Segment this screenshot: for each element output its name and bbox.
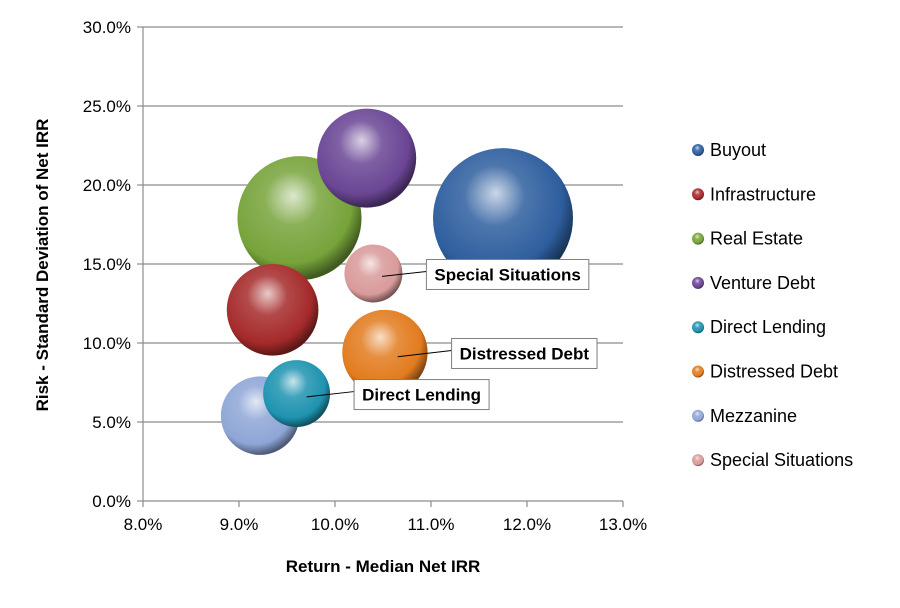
plot-area	[220, 108, 573, 455]
bubble-special-situations	[344, 244, 403, 303]
bubble-infrastructure	[226, 263, 319, 356]
legend-label: Mezzanine	[710, 406, 797, 426]
legend-label: Venture Debt	[710, 273, 815, 293]
x-tick-label: 8.0%	[124, 515, 163, 534]
y-axis-title: Risk - Standard Deviation of Net IRR	[33, 119, 52, 412]
legend-marker	[692, 144, 704, 156]
legend-item-distressed-debt: Distressed Debt	[692, 362, 838, 382]
x-tick-label: 11.0%	[408, 515, 455, 534]
legend-item-venture-debt: Venture Debt	[692, 273, 815, 293]
legend-item-infrastructure: Infrastructure	[692, 184, 816, 204]
legend-label: Real Estate	[710, 229, 803, 249]
legend-item-direct-lending: Direct Lending	[692, 317, 826, 337]
legend-label: Buyout	[710, 140, 766, 160]
callout-direct-lending: Direct Lending	[306, 379, 490, 411]
bubble-direct-lending	[263, 360, 331, 428]
legend-label: Infrastructure	[710, 184, 816, 204]
legend-marker	[692, 321, 704, 334]
legend-marker	[692, 454, 704, 467]
x-tick-label: 12.0%	[503, 515, 551, 534]
y-tick-label: 30.0%	[83, 18, 131, 37]
callout-box	[425, 258, 590, 290]
callout-label: Special Situations	[434, 265, 580, 284]
legend-marker	[692, 276, 704, 289]
legend-marker	[692, 365, 704, 378]
legend-marker	[692, 409, 704, 422]
callout-leader	[397, 349, 452, 358]
y-tick-label: 20.0%	[83, 176, 131, 195]
y-tick-label: 5.0%	[92, 413, 131, 432]
callout-leader	[306, 391, 355, 398]
x-tick-label: 13.0%	[599, 515, 647, 534]
y-tick-label: 25.0%	[83, 97, 131, 116]
axes: 0.0% 5.0% 10.0% 15.0% 20.0% 25.0% 30.0% 8.0% 9.0…	[83, 18, 647, 534]
callout-distressed-debt: Distressed Debt	[397, 337, 598, 369]
callout-box	[353, 379, 490, 411]
legend-marker	[692, 232, 704, 245]
legend: Buyout Infrastructure Real Estate Venture D…	[692, 140, 853, 470]
x-tick-label: 9.0%	[220, 515, 259, 534]
legend-item-mezzanine: Mezzanine	[692, 406, 797, 426]
legend-item-buyout: Buyout	[692, 140, 766, 160]
callout-leader	[382, 270, 427, 277]
y-tick-label: 10.0%	[83, 334, 131, 353]
x-axis-title: Return - Median Net IRR	[286, 557, 481, 576]
legend-label: Direct Lending	[710, 317, 826, 337]
legend-label: Special Situations	[710, 450, 853, 470]
bubble-buyout	[433, 148, 573, 289]
callout-label: Distressed Debt	[460, 344, 590, 363]
callout-special-situations: Special Situations	[382, 258, 590, 290]
callouts: Special Situations Distressed Debt Direct …	[306, 258, 598, 411]
y-tick-label: 15.0%	[83, 255, 131, 274]
bubble-distressed-debt	[342, 309, 428, 396]
x-tick-label: 10.0%	[311, 515, 359, 534]
callout-box	[451, 337, 598, 369]
legend-marker	[692, 188, 704, 201]
legend-item-special-situations: Special Situations	[692, 450, 853, 470]
y-tick-label: 0.0%	[92, 492, 131, 511]
legend-item-real-estate: Real Estate	[692, 229, 803, 249]
legend-label: Distressed Debt	[710, 362, 838, 382]
callout-label: Direct Lending	[362, 386, 481, 405]
bubble-venture-debt	[317, 108, 417, 208]
